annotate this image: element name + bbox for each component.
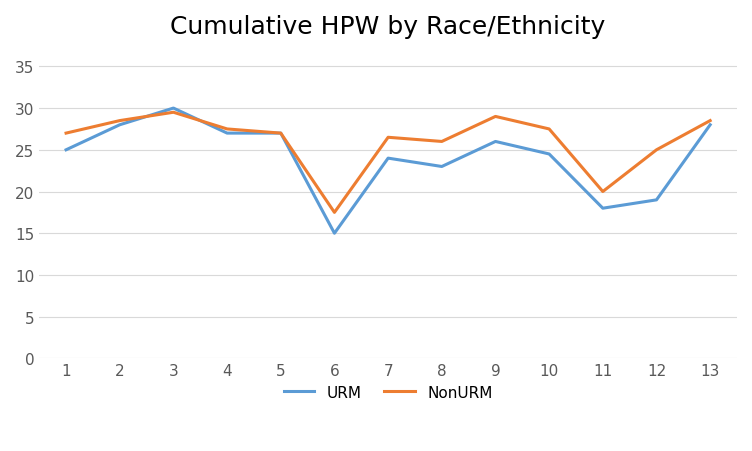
- URM: [491, 139, 500, 145]
- URM: [62, 148, 71, 153]
- Legend: URM, NonURM: URM, NonURM: [277, 379, 499, 406]
- NonURM: [599, 189, 608, 195]
- NonURM: [384, 135, 393, 141]
- Line: URM: URM: [66, 109, 710, 234]
- Line: NonURM: NonURM: [66, 113, 710, 213]
- URM: [169, 106, 178, 111]
- URM: [599, 206, 608, 212]
- NonURM: [652, 148, 661, 153]
- NonURM: [276, 131, 285, 137]
- NonURM: [330, 210, 339, 216]
- NonURM: [62, 131, 71, 137]
- NonURM: [223, 127, 232, 132]
- NonURM: [169, 110, 178, 116]
- URM: [384, 156, 393, 161]
- Title: Cumulative HPW by Race/Ethnicity: Cumulative HPW by Race/Ethnicity: [171, 15, 606, 39]
- NonURM: [491, 115, 500, 120]
- URM: [223, 131, 232, 137]
- URM: [330, 231, 339, 236]
- URM: [115, 123, 124, 128]
- URM: [705, 123, 714, 128]
- NonURM: [705, 119, 714, 124]
- URM: [276, 131, 285, 137]
- NonURM: [544, 127, 553, 132]
- URM: [652, 198, 661, 203]
- URM: [437, 165, 446, 170]
- NonURM: [437, 139, 446, 145]
- NonURM: [115, 119, 124, 124]
- URM: [544, 152, 553, 157]
